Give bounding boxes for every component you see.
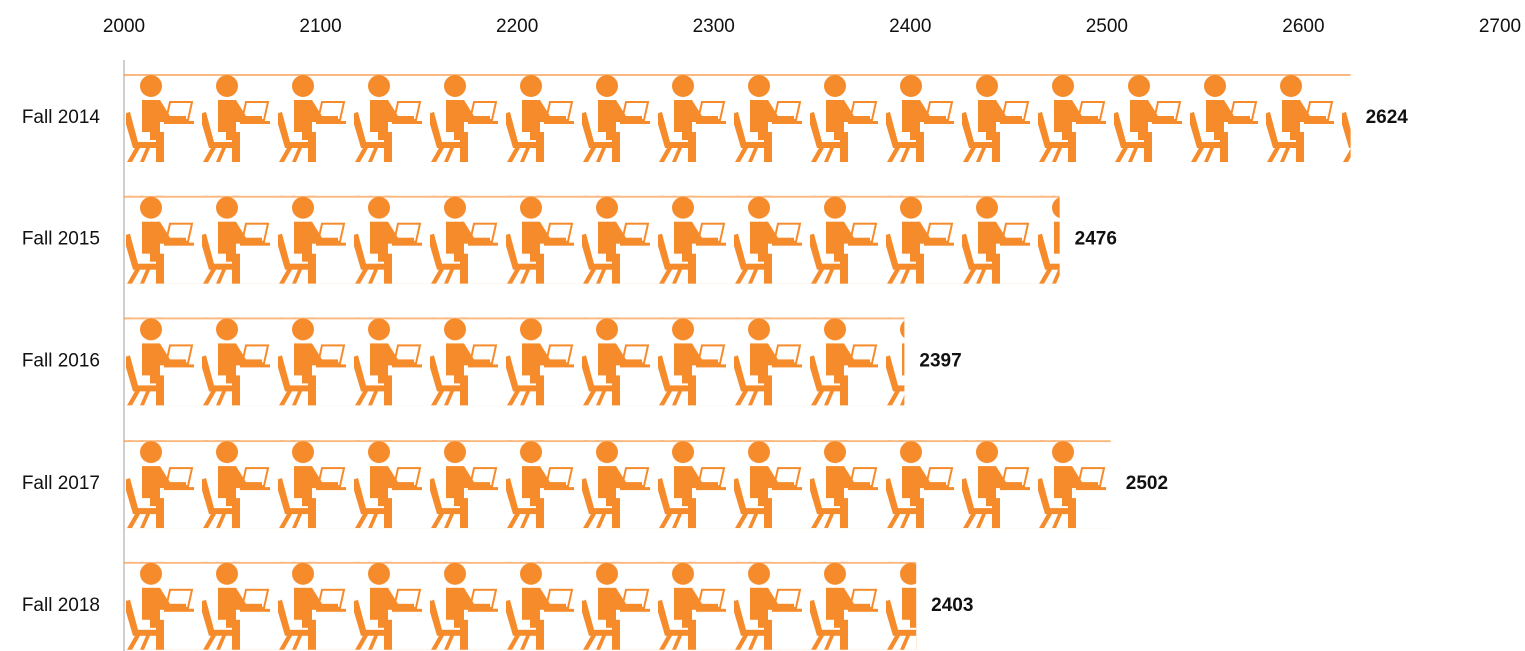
bar (124, 561, 917, 650)
bar (124, 74, 1351, 162)
bar (124, 317, 905, 406)
y-tick-label: Fall 2018 (22, 595, 100, 616)
x-tick-label: 2500 (1086, 16, 1128, 37)
value-label: 2502 (1126, 473, 1168, 494)
bar (124, 195, 1060, 284)
x-tick-label: 2600 (1282, 16, 1324, 37)
value-label: 2624 (1366, 107, 1409, 128)
y-tick-label: Fall 2015 (22, 229, 100, 250)
y-tick-label: Fall 2014 (22, 107, 101, 128)
x-tick-label: 2000 (103, 16, 145, 37)
x-tick-label: 2400 (889, 16, 931, 37)
y-tick-label: Fall 2016 (22, 350, 100, 371)
bar (124, 440, 1111, 529)
x-tick-label: 2300 (693, 16, 735, 37)
value-label: 2403 (931, 595, 973, 616)
x-tick-label: 2100 (299, 16, 341, 37)
value-label: 2476 (1075, 229, 1117, 250)
y-tick-label: Fall 2017 (22, 473, 100, 494)
x-tick-label: 2200 (496, 16, 538, 37)
value-label: 2397 (919, 350, 961, 371)
x-tick-label: 2700 (1479, 16, 1521, 37)
